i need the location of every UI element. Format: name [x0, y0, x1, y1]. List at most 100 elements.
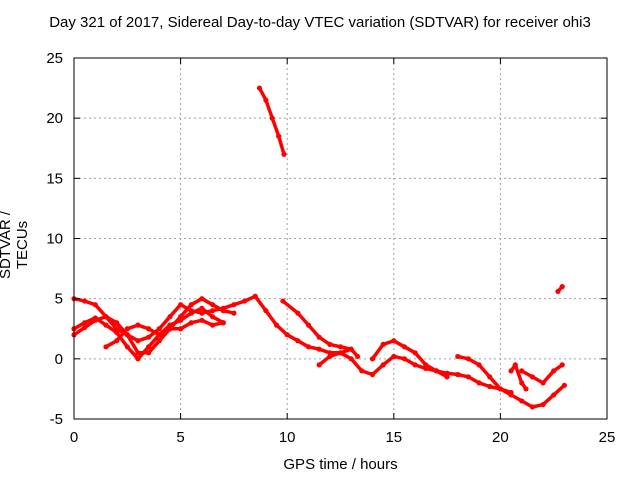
data-point — [178, 302, 184, 308]
data-point — [135, 322, 141, 328]
data-point — [231, 302, 237, 308]
data-point — [146, 334, 152, 340]
data-point — [380, 341, 386, 347]
data-series — [71, 85, 567, 410]
y-tick-label: 5 — [55, 291, 63, 308]
data-point — [423, 362, 429, 368]
data-point — [529, 404, 535, 410]
x-tick-label: 10 — [279, 429, 296, 446]
data-point — [487, 383, 493, 390]
data-point — [209, 314, 216, 320]
series-line-track-k — [519, 363, 564, 385]
data-point — [188, 302, 194, 308]
data-point — [167, 326, 173, 332]
data-point — [220, 308, 226, 314]
data-point — [156, 338, 162, 344]
data-point — [199, 296, 205, 302]
data-point — [401, 344, 408, 350]
data-point — [391, 353, 397, 360]
x-tick-label: 5 — [176, 429, 184, 446]
data-point — [519, 368, 525, 374]
data-point — [241, 298, 248, 304]
data-point — [82, 324, 88, 331]
data-point — [124, 326, 130, 332]
data-point — [512, 362, 518, 368]
data-point — [167, 314, 173, 320]
y-tick-label: 25 — [46, 50, 63, 67]
x-axis-label: GPS time / hours — [283, 456, 398, 473]
data-point — [529, 374, 535, 380]
data-point — [280, 298, 286, 304]
data-point — [220, 320, 226, 326]
data-point — [540, 401, 546, 408]
y-tick-label: -5 — [50, 411, 63, 428]
data-point — [551, 368, 557, 374]
data-point — [476, 380, 482, 386]
data-point — [305, 344, 312, 350]
data-point — [433, 368, 440, 374]
data-point — [135, 350, 141, 356]
data-point — [559, 362, 565, 368]
data-point — [354, 353, 361, 360]
data-point — [178, 314, 184, 320]
data-point — [519, 380, 525, 386]
data-point — [561, 382, 567, 388]
data-point — [337, 350, 344, 356]
data-point — [455, 371, 461, 378]
data-point — [465, 374, 472, 380]
data-point — [114, 329, 120, 335]
data-point — [188, 310, 194, 316]
data-point — [199, 310, 205, 316]
data-point — [199, 317, 205, 323]
data-point — [519, 398, 525, 404]
data-point — [178, 326, 184, 332]
data-point — [369, 371, 376, 378]
data-point — [256, 85, 263, 91]
data-point — [559, 284, 565, 290]
data-point — [327, 353, 333, 360]
data-point — [476, 362, 482, 368]
data-point — [497, 386, 503, 392]
data-point — [348, 346, 354, 352]
y-tick-label: 10 — [46, 231, 63, 248]
data-point — [209, 308, 216, 314]
data-point — [263, 308, 269, 314]
grid-lines — [74, 58, 607, 419]
y-axis-label: SDTVAR / TECUs — [0, 211, 31, 280]
data-point — [401, 356, 408, 362]
data-point — [103, 344, 109, 350]
data-point — [209, 302, 216, 308]
data-point — [124, 332, 130, 338]
data-point — [316, 346, 322, 352]
data-point — [540, 380, 546, 386]
data-point — [252, 293, 258, 299]
data-point — [444, 374, 450, 380]
data-point — [316, 362, 322, 368]
data-point — [412, 362, 418, 368]
y-tick-label: 0 — [55, 351, 63, 368]
data-point — [209, 322, 216, 328]
data-point — [391, 338, 397, 344]
data-point — [92, 317, 98, 323]
series-line-track-c — [72, 296, 236, 355]
data-point — [455, 353, 461, 360]
data-point — [295, 338, 301, 344]
data-point — [231, 310, 237, 316]
data-point — [284, 332, 290, 338]
y-tick-label: 15 — [46, 170, 63, 187]
data-point — [114, 320, 120, 326]
data-point — [146, 344, 152, 350]
data-point — [135, 356, 141, 362]
data-point — [295, 310, 301, 316]
x-tick-label: 25 — [599, 429, 616, 446]
data-point — [337, 344, 344, 350]
data-point — [124, 344, 130, 350]
data-point — [273, 322, 280, 328]
data-point — [412, 350, 418, 356]
data-point — [316, 334, 322, 340]
data-point — [103, 322, 109, 328]
data-point — [523, 386, 529, 392]
data-point — [487, 374, 493, 380]
y-tick-label: 20 — [46, 110, 63, 127]
